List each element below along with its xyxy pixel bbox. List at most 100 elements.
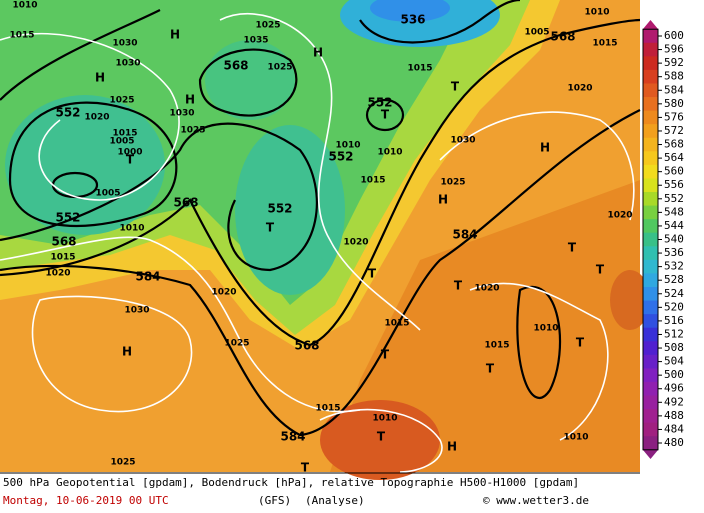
map-label: 1010 xyxy=(563,433,588,443)
isobar xyxy=(0,32,180,201)
map-label: 552 xyxy=(267,202,292,216)
colorbar-swatch xyxy=(643,341,658,356)
map-label: 1020 xyxy=(474,284,499,294)
colorbar-label: 548 xyxy=(664,205,684,218)
map-label: T xyxy=(596,263,605,277)
colorbar-swatch xyxy=(643,97,658,112)
colorbar: 6005965925885845805765725685645605565525… xyxy=(642,20,684,459)
colorbar-swatch xyxy=(643,327,658,342)
colorbar-swatch xyxy=(643,422,658,437)
map-label: T xyxy=(568,241,577,255)
map-label: 1015 xyxy=(484,341,509,351)
map-label: 1005 xyxy=(95,189,120,199)
map-label: 1020 xyxy=(343,238,368,248)
map-label: T xyxy=(576,336,585,350)
colorbar-swatch xyxy=(643,178,658,193)
map-label: 1010 xyxy=(12,1,37,11)
colorbar-swatch xyxy=(643,381,658,397)
map-label: H xyxy=(313,46,323,60)
map-label: 1030 xyxy=(112,39,137,49)
footer-copyright: © www.wetter3.de xyxy=(483,494,589,507)
colorbar-label: 512 xyxy=(664,327,684,340)
map-label: 1015 xyxy=(50,253,75,263)
teal-field xyxy=(205,40,295,120)
map-label: 1015 xyxy=(112,129,137,139)
colorbar-swatch xyxy=(643,192,658,207)
map-label: 1020 xyxy=(211,288,236,298)
map: 1010 1015 1030 1030 H H 1025 1020 552 1015 1005 100… xyxy=(0,0,650,480)
map-label: T xyxy=(266,221,275,235)
colorbar-swatch xyxy=(643,314,658,329)
colorbar-swatch xyxy=(643,368,658,383)
map-label: 568 xyxy=(51,235,76,249)
colorbar-swatch xyxy=(643,219,658,234)
blue-field xyxy=(370,0,450,22)
colorbar-label: 532 xyxy=(664,260,684,273)
map-label: 1010 xyxy=(335,141,360,151)
colorbar-label: 556 xyxy=(664,178,684,191)
colorbar-frame xyxy=(642,28,659,451)
colorbar-swatch xyxy=(643,395,658,410)
colorbar-label: 596 xyxy=(664,43,684,56)
map-label: 1010 xyxy=(584,8,609,18)
map-label: 1020 xyxy=(45,269,70,279)
map-label: 1015 xyxy=(592,39,617,49)
colorbar-label: 520 xyxy=(664,300,684,313)
colorbar-swatch xyxy=(643,205,658,220)
map-label: 1020 xyxy=(567,84,592,94)
map-label: 584 xyxy=(135,270,160,284)
colorbar-swatch xyxy=(643,42,658,57)
hot-field xyxy=(320,400,440,480)
map-label: 1025 xyxy=(440,178,465,188)
isobar xyxy=(0,236,361,413)
map-label: 584 xyxy=(452,228,477,242)
warm-field xyxy=(330,180,640,472)
colorbar-label: 508 xyxy=(664,341,684,354)
colorbar-swatch xyxy=(643,286,658,302)
colorbar-swatch xyxy=(643,110,658,125)
colorbar-label: 536 xyxy=(664,246,684,259)
colorbar-label: 524 xyxy=(664,287,684,300)
contour xyxy=(0,18,641,347)
map-label: H xyxy=(95,71,105,85)
map-label: 1005 xyxy=(524,28,549,38)
colorbar-label: 528 xyxy=(664,273,684,286)
contour xyxy=(0,9,161,101)
map-label: 536 xyxy=(400,13,425,27)
map-label: 1030 xyxy=(450,136,475,146)
map-label: 568 xyxy=(173,196,198,210)
isobar xyxy=(219,12,421,331)
map-label: H xyxy=(447,440,457,454)
colorbar-swatch xyxy=(643,151,658,166)
map-label: 1025 xyxy=(110,458,135,468)
colorbar-swatch xyxy=(643,164,658,179)
map-label: 1020 xyxy=(607,211,632,221)
colorbar-label: 540 xyxy=(664,233,684,246)
map-label: 1025 xyxy=(109,96,134,106)
contour xyxy=(516,286,562,399)
colorbar-label: 504 xyxy=(664,355,684,368)
footer-description: 500 hPa Geopotential [gpdam], Bodendruck… xyxy=(3,476,579,489)
geopotential-contours xyxy=(0,0,641,437)
map-label: 1000 xyxy=(117,148,142,158)
colorbar-swatch xyxy=(643,124,658,139)
colorbar-cap xyxy=(643,450,658,459)
map-label: 1035 xyxy=(243,36,268,46)
map-label: 552 xyxy=(55,106,80,120)
isobar xyxy=(439,111,635,221)
map-label: T xyxy=(381,108,390,122)
colorbar-label: 576 xyxy=(664,110,684,123)
contour xyxy=(8,101,178,228)
contour xyxy=(198,48,298,117)
colorbar-label: 600 xyxy=(664,29,684,42)
contour xyxy=(365,98,405,132)
hot-field xyxy=(610,270,650,330)
colorbar-label: 484 xyxy=(664,422,684,435)
footer-model: (GFS) xyxy=(258,494,291,507)
map-label: 1025 xyxy=(180,126,205,136)
map-labels: 1010 1015 1030 1030 H H 1025 1020 552 1015 1005 100… xyxy=(9,1,632,475)
contour xyxy=(359,0,521,44)
colorbar-label: 492 xyxy=(664,395,684,408)
colorbar-label: 488 xyxy=(664,409,684,422)
